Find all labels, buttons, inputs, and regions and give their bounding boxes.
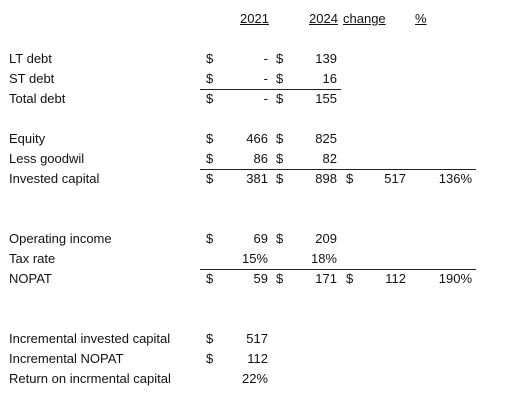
currency-sign: $ xyxy=(276,271,284,286)
currency-sign: $ xyxy=(276,231,284,246)
currency-sign: $ xyxy=(206,231,214,246)
row-label: Return on incrmental capital xyxy=(9,371,171,386)
value-2021: 517 xyxy=(246,331,268,346)
row-label: Operating income xyxy=(9,231,112,246)
currency-sign: $ xyxy=(276,131,284,146)
row-label: Incremental NOPAT xyxy=(9,351,124,366)
header-year1: 2021 xyxy=(240,11,269,26)
currency-sign: $ xyxy=(206,331,214,346)
value-change: 112 xyxy=(385,271,406,286)
header-pct: % xyxy=(415,11,427,26)
cell-border xyxy=(200,269,476,270)
currency-sign: $ xyxy=(276,171,284,186)
currency-sign: $ xyxy=(276,91,284,106)
value-2021: 86 xyxy=(253,151,268,166)
value-2021: - xyxy=(263,51,268,66)
value-2024: 18% xyxy=(310,251,337,266)
row-label: Less goodwil xyxy=(9,151,85,166)
currency-sign: $ xyxy=(206,151,214,166)
value-2024: 155 xyxy=(315,91,337,106)
cell-border xyxy=(200,169,476,170)
cell-border xyxy=(200,89,341,90)
value-2024: 82 xyxy=(322,151,337,166)
value-2021: 15% xyxy=(241,251,268,266)
value-2024: 139 xyxy=(315,51,337,66)
row-label: Incremental invested capital xyxy=(9,331,171,346)
value-2024: 209 xyxy=(315,231,337,246)
value-2021: - xyxy=(263,71,268,86)
row-label: NOPAT xyxy=(9,271,52,286)
value-2024: 898 xyxy=(315,171,337,186)
value-2021: 112 xyxy=(247,351,268,366)
row-label: Invested capital xyxy=(9,171,100,186)
currency-sign: $ xyxy=(276,71,284,86)
currency-sign: $ xyxy=(206,351,214,366)
value-2021: 69 xyxy=(253,231,268,246)
value-2024: 16 xyxy=(322,71,337,86)
currency-sign: $ xyxy=(206,51,214,66)
currency-sign: $ xyxy=(346,171,354,186)
row-label: LT debt xyxy=(9,51,52,66)
value-2024: 171 xyxy=(315,271,337,286)
currency-sign: $ xyxy=(206,131,214,146)
value-2021: - xyxy=(263,91,268,106)
value-2021: 59 xyxy=(253,271,268,286)
row-label: Total debt xyxy=(9,91,66,106)
header-change: change xyxy=(343,11,386,26)
currency-sign: $ xyxy=(276,51,284,66)
header-year2: 2024 xyxy=(309,11,338,26)
row-label: Equity xyxy=(9,131,46,146)
value-pct: 190% xyxy=(438,271,472,286)
value-2024: 825 xyxy=(315,131,337,146)
value-2021: 466 xyxy=(246,131,268,146)
currency-sign: $ xyxy=(276,151,284,166)
row-label: Tax rate xyxy=(9,251,56,266)
value-2021: 381 xyxy=(246,171,268,186)
value-pct: 136% xyxy=(438,171,472,186)
currency-sign: $ xyxy=(346,271,354,286)
currency-sign: $ xyxy=(206,91,214,106)
currency-sign: $ xyxy=(206,271,214,286)
value-2021: 22% xyxy=(241,371,268,386)
currency-sign: $ xyxy=(206,171,214,186)
value-change: 517 xyxy=(384,171,406,186)
row-label: ST debt xyxy=(9,71,55,86)
currency-sign: $ xyxy=(206,71,214,86)
